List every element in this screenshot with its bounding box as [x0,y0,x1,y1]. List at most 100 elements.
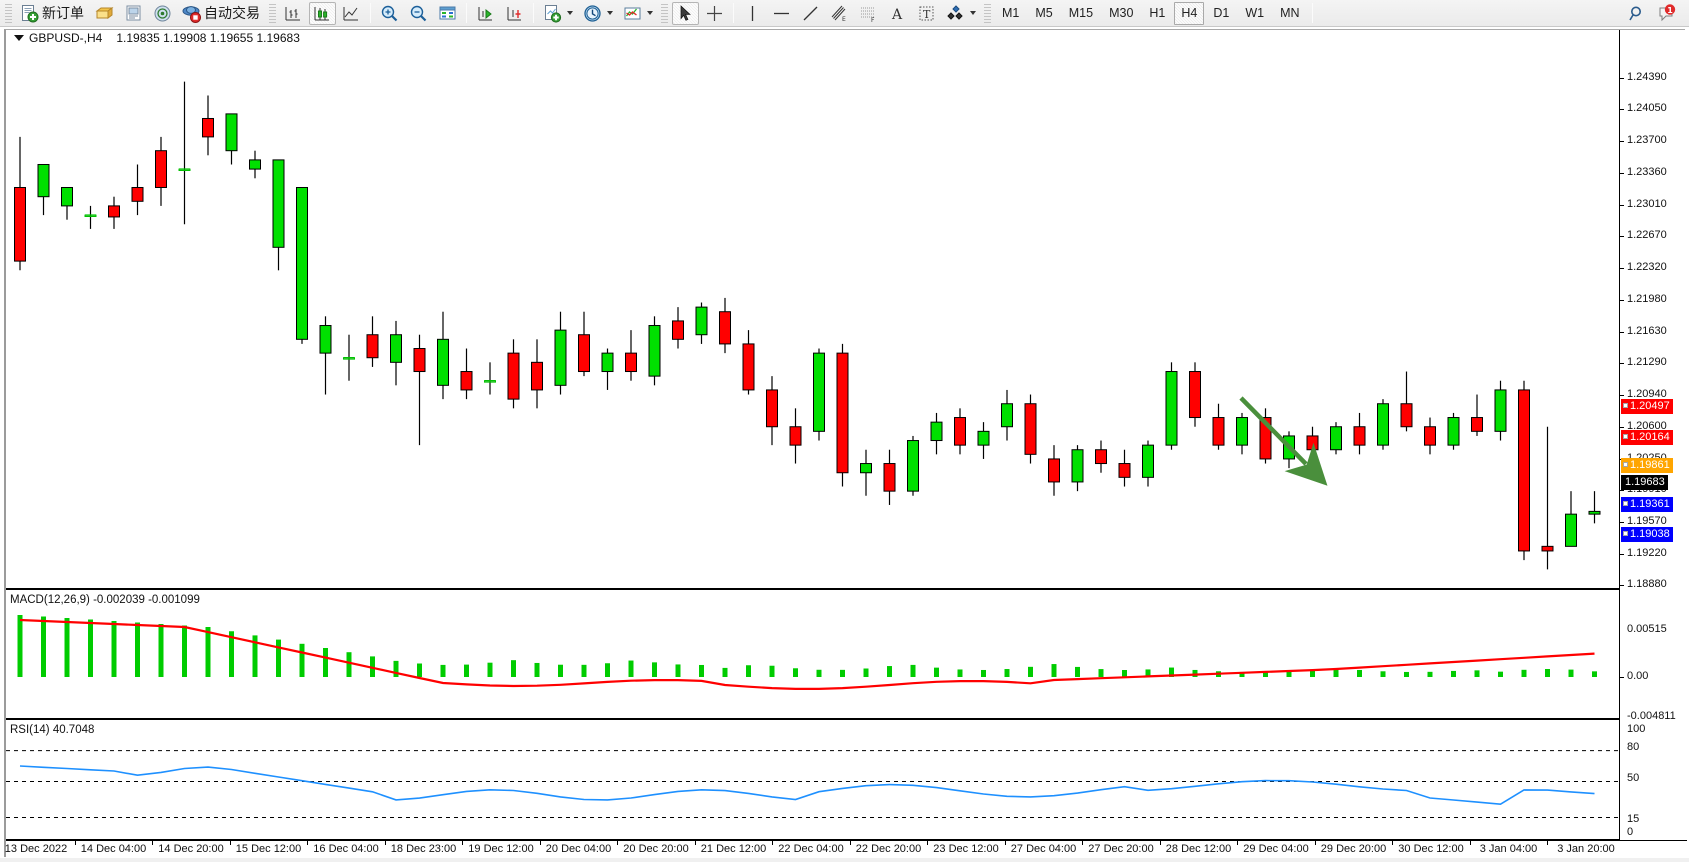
level-handle[interactable] [1623,531,1628,536]
price-tick-label: 1.18880 [1627,578,1667,590]
toolbar-grip[interactable] [5,3,12,23]
rsi-pane[interactable]: RSI(14) 40.7048 [6,722,1619,840]
macd-tick-label: 0.00 [1627,670,1649,682]
time-tick-label: 19 Dec 12:00 [468,843,534,855]
auto-scroll-button[interactable] [472,2,499,25]
level-handle[interactable] [1623,403,1628,408]
search-button[interactable] [1624,2,1651,25]
price-pane[interactable]: GBPUSD-,H4 1.19835 1.19908 1.19655 1.196… [6,30,1619,590]
zoom-in-button[interactable] [376,2,403,25]
level-handle[interactable] [1623,501,1628,506]
time-tick-label: 18 Dec 23:00 [390,843,457,855]
text-label-icon: T [919,6,934,21]
price-label-pivot[interactable]: 1.19861 [1621,458,1673,473]
data-window-button[interactable] [434,2,461,25]
zoom-out-button[interactable] [405,2,432,25]
price-label-last-price[interactable]: 1.19683 [1621,475,1668,490]
text-button[interactable]: A [884,2,911,25]
toolbar-grip-4[interactable] [984,3,991,23]
auto-trading-icon [182,5,201,23]
text-label-button[interactable]: T [913,2,940,25]
price-label-value: 1.19683 [1625,476,1665,488]
shapes-dropdown-icon[interactable] [970,11,976,15]
line-chart-button[interactable] [338,2,365,25]
price-label-resistance[interactable]: 1.20497 [1621,399,1673,414]
time-axis[interactable]: 13 Dec 2022 14 Dec 04:00 14 Dec 20:00 15 De… [4,840,1687,858]
candlestick-series[interactable] [6,30,1619,590]
trend-arrow-annotation[interactable] [6,30,1619,590]
time-grid-tick [849,841,851,845]
timeframe-m15[interactable]: M15 [1068,5,1094,20]
time-grid-tick [1547,841,1549,845]
price-tick-label: 1.22320 [1627,261,1667,274]
timeframe-d1[interactable]: D1 [1213,5,1230,20]
price-tick [1620,236,1624,238]
timeframe-w1[interactable]: W1 [1245,5,1265,20]
print-button[interactable] [120,2,147,25]
level-handle[interactable] [1623,434,1628,439]
indicators-dropdown-icon[interactable] [647,11,653,15]
period-dropdown-icon[interactable] [607,11,613,15]
shapes-icon [947,4,963,20]
timeframe-m1[interactable]: M1 [1002,5,1020,20]
bar-chart-button[interactable] [280,2,307,25]
level-handle[interactable] [1623,462,1628,467]
auto-trading-label: 自动交易 [204,4,260,21]
vertical-line-button[interactable] [739,2,766,25]
toolbar-separator-2 [466,3,467,23]
price-tick [1620,331,1624,333]
price-tick [1620,268,1624,270]
rsi-tick-label: 50 [1627,772,1640,784]
timeframe-h1[interactable]: H1 [1149,5,1166,20]
time-grid-tick [462,841,464,845]
price-label-resistance[interactable]: 1.20164 [1621,430,1673,445]
time-tick-label: 15 Dec 12:00 [235,843,302,855]
alerts-badge-count: 1 [1667,6,1673,15]
alerts-button[interactable]: 1 [1653,2,1680,25]
price-tick-label: 1.20940 [1627,388,1667,401]
chart-window[interactable]: GBPUSD-,H4 1.19835 1.19908 1.19655 1.196… [0,27,1689,862]
new-chart-button[interactable] [539,2,577,25]
chart-collapse-icon[interactable] [14,35,24,41]
price-tick [1620,109,1624,111]
svg-text:T: T [923,8,931,21]
period-button[interactable] [579,2,617,25]
chart-shift-button[interactable] [501,2,528,25]
indicators-button[interactable] [619,2,657,25]
signals-button[interactable] [149,2,176,25]
new-order-button[interactable]: 新订单 [16,2,89,25]
toolbar-separator-4 [733,3,734,23]
fibonacci-button[interactable]: F [855,2,882,25]
time-tick-label: 16 Dec 04:00 [313,843,379,855]
price-label-support[interactable]: 1.19361 [1621,497,1673,512]
time-tick-label: 13 Dec 2022 [4,843,68,855]
main-toolbar: 新订单 [0,0,1689,27]
timeframe-m30[interactable]: M30 [1109,5,1134,20]
cursor-button[interactable] [672,1,699,25]
profile-button[interactable] [91,2,118,25]
timeframe-mn[interactable]: MN [1280,5,1300,20]
macd-pane[interactable]: MACD(12,26,9) -0.002039 -0.001099 [6,592,1619,720]
auto-trading-button[interactable]: 自动交易 [178,2,265,25]
new-order-icon [22,4,39,22]
timeframe-m5[interactable]: M5 [1035,5,1053,20]
candlestick-chart-button[interactable] [309,1,336,25]
new-chart-dropdown-icon[interactable] [567,11,573,15]
price-scale[interactable]: 1.24390 1.24050 1.23700 1.23360 1.23010 1.226… [1619,30,1687,840]
horizontal-line-button[interactable] [768,2,795,25]
shapes-button[interactable] [942,2,980,25]
crosshair-button[interactable] [701,2,728,25]
signals-icon [154,5,171,21]
toolbar-grip-2[interactable] [269,3,276,23]
rsi-tick-label: 100 [1627,723,1646,735]
rsi-tick-label: 15 [1627,813,1640,825]
equidistant-channel-button[interactable]: E [826,2,853,25]
rsi-tick-label: 0 [1627,826,1634,838]
time-grid-tick [1469,841,1471,845]
price-label-support[interactable]: 1.19038 [1621,527,1673,542]
price-tick [1620,426,1624,428]
trendline-button[interactable] [797,2,824,25]
timeframe-h4[interactable]: H4 [1174,1,1205,25]
time-tick-label: 21 Dec 12:00 [700,843,767,855]
toolbar-grip-3[interactable] [661,3,668,23]
